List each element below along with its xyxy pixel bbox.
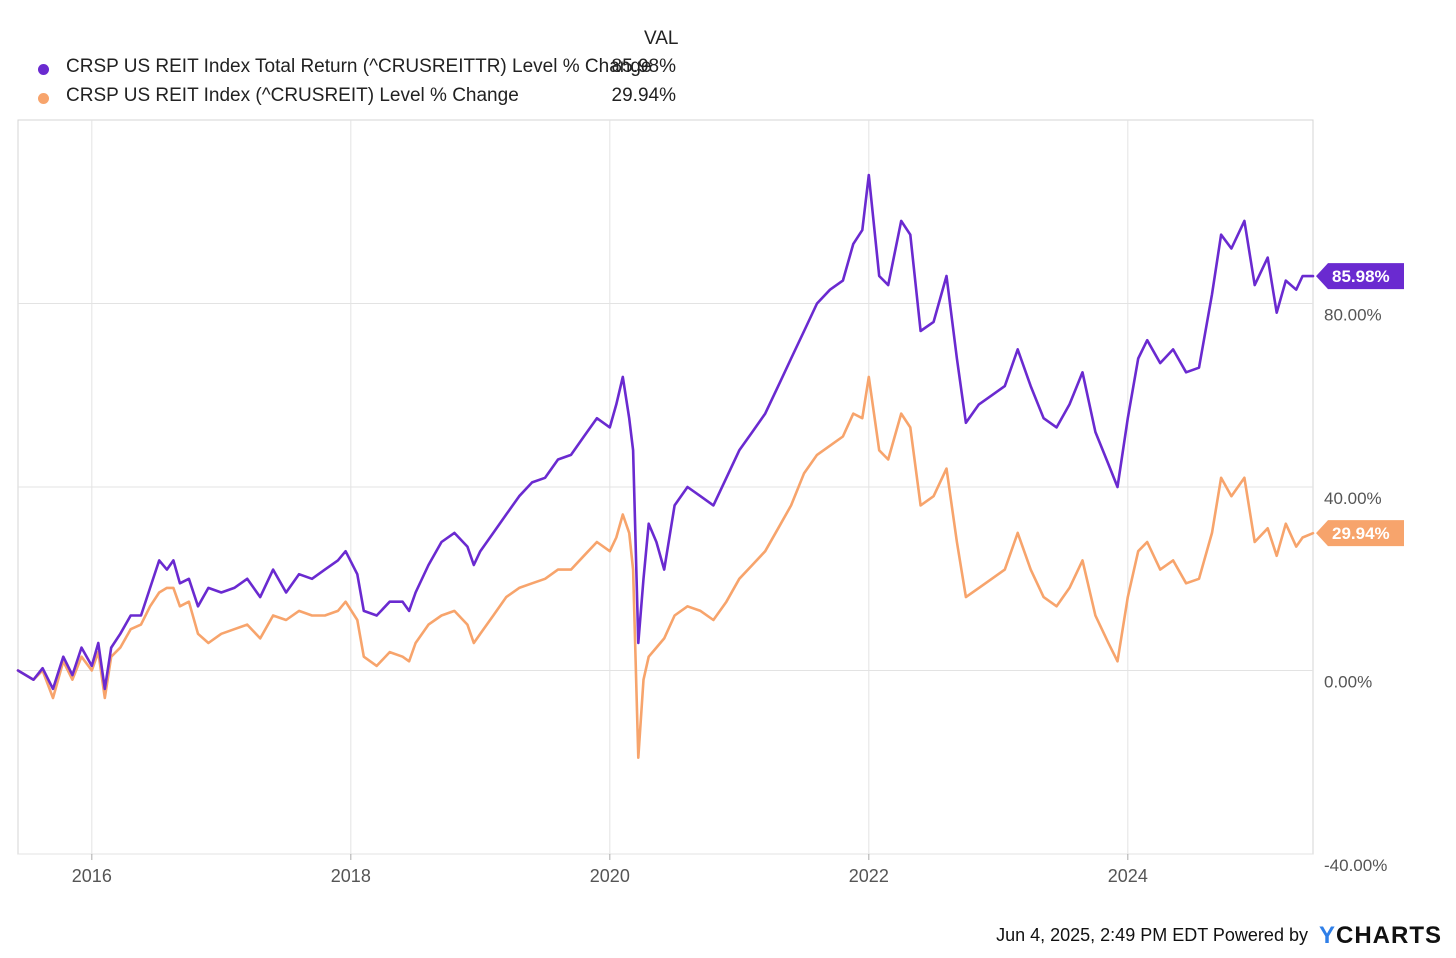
y-tick-label: -40.00% xyxy=(1324,856,1387,875)
series-color-dot xyxy=(38,93,49,104)
legend-item-total-return[interactable]: CRSP US REIT Index Total Return (^CRUSRE… xyxy=(38,56,698,82)
series-color-dot xyxy=(38,64,49,75)
legend-value-header: VAL xyxy=(644,28,679,49)
y-tick-label: 0.00% xyxy=(1324,673,1372,692)
end-value-label: 29.94% xyxy=(1332,524,1390,543)
end-value-label: 85.98% xyxy=(1332,267,1390,286)
x-tick-label: 2020 xyxy=(590,866,630,886)
x-tick-label: 2022 xyxy=(849,866,889,886)
x-tick-label: 2024 xyxy=(1108,866,1148,886)
line-chart: -40.00% 0.00% 40.00% 80.00% 2016 2018 2020 2022… xyxy=(16,119,1404,886)
y-tick-label: 40.00% xyxy=(1324,489,1382,508)
legend-item-name: CRSP US REIT Index (^CRUSREIT) Level % C… xyxy=(66,85,519,106)
end-value-flag xyxy=(1316,520,1404,547)
series-line xyxy=(16,375,1315,759)
y-tick-label: 80.00% xyxy=(1324,306,1382,325)
ycharts-logo[interactable]: YCHARTS xyxy=(1318,922,1442,949)
legend-item-name: CRSP US REIT Index Total Return (^CRUSRE… xyxy=(66,56,652,77)
powered-by-text: Powered by xyxy=(1212,925,1308,945)
end-value-flag xyxy=(1316,263,1404,290)
timestamp: Jun 4, 2025, 2:49 PM EDT xyxy=(996,925,1208,945)
series-line xyxy=(16,173,1315,691)
legend-item-price-index[interactable]: CRSP US REIT Index (^CRUSREIT) Level % C… xyxy=(38,85,698,111)
legend-item-value: 29.94% xyxy=(611,85,676,106)
x-tick-label: 2016 xyxy=(72,866,112,886)
legend-item-value: 85.98% xyxy=(611,56,676,77)
x-tick-label: 2018 xyxy=(331,866,371,886)
chart-footer: Jun 4, 2025, 2:49 PM EDT Powered by YCHA… xyxy=(996,922,1442,950)
